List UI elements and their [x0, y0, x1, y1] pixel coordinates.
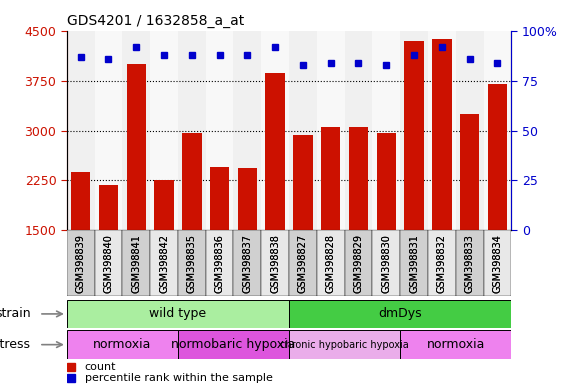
Text: GSM398840: GSM398840	[103, 233, 113, 293]
Bar	[487, 84, 507, 230]
Text: percentile rank within the sample: percentile rank within the sample	[85, 373, 272, 383]
Bar	[289, 230, 317, 296]
Bar	[155, 180, 174, 230]
Bar	[456, 31, 483, 230]
Text: GSM398828: GSM398828	[326, 233, 336, 293]
Bar	[345, 31, 372, 230]
Bar	[99, 185, 118, 230]
Text: GSM398839: GSM398839	[76, 233, 86, 293]
Bar	[178, 31, 206, 230]
Text: GSM398835: GSM398835	[187, 233, 197, 293]
Text: dmDys: dmDys	[378, 308, 422, 320]
Bar	[372, 230, 400, 296]
Bar	[289, 31, 317, 230]
Text: GSM398842: GSM398842	[159, 233, 169, 293]
Bar	[150, 230, 178, 296]
Bar	[234, 230, 261, 296]
Bar	[483, 230, 511, 296]
Bar	[428, 31, 456, 230]
Text: GSM398840: GSM398840	[103, 233, 113, 293]
Bar	[404, 41, 424, 230]
Text: GSM398829: GSM398829	[353, 233, 364, 293]
Text: chronic hypobaric hypoxia: chronic hypobaric hypoxia	[280, 339, 409, 350]
Text: strain: strain	[0, 308, 31, 320]
Text: GSM398831: GSM398831	[409, 233, 419, 293]
Bar	[123, 31, 150, 230]
Text: GSM398837: GSM398837	[242, 233, 252, 293]
Text: GSM398836: GSM398836	[214, 233, 225, 293]
Text: GSM398832: GSM398832	[437, 233, 447, 293]
Bar	[345, 230, 372, 296]
Text: count: count	[85, 362, 116, 372]
Bar	[123, 230, 150, 296]
Bar	[266, 73, 285, 230]
Text: GDS4201 / 1632858_a_at: GDS4201 / 1632858_a_at	[67, 14, 244, 28]
Bar	[206, 31, 234, 230]
Text: GSM398832: GSM398832	[437, 233, 447, 293]
Bar	[210, 167, 229, 230]
Text: GSM398838: GSM398838	[270, 233, 280, 293]
Bar	[234, 31, 261, 230]
Bar	[456, 230, 483, 296]
Text: GSM398829: GSM398829	[353, 233, 364, 293]
Bar	[372, 31, 400, 230]
Bar	[289, 330, 400, 359]
Bar	[261, 31, 289, 230]
Bar	[400, 230, 428, 296]
Text: GSM398839: GSM398839	[76, 233, 86, 293]
Text: wild type: wild type	[149, 308, 206, 320]
Bar	[238, 169, 257, 230]
Bar	[432, 39, 451, 230]
Text: GSM398828: GSM398828	[326, 233, 336, 293]
Text: GSM398838: GSM398838	[270, 233, 280, 293]
Text: stress: stress	[0, 338, 31, 351]
Text: GSM398835: GSM398835	[187, 233, 197, 293]
Bar	[349, 127, 368, 230]
Bar	[293, 134, 313, 230]
Bar	[71, 172, 91, 230]
Bar	[400, 31, 428, 230]
Bar	[67, 300, 289, 328]
Text: normoxia: normoxia	[426, 338, 485, 351]
Text: GSM398834: GSM398834	[492, 233, 503, 293]
Bar	[127, 64, 146, 230]
Bar	[150, 31, 178, 230]
Bar	[289, 300, 511, 328]
Bar	[400, 330, 511, 359]
Bar	[67, 230, 95, 296]
Text: GSM398827: GSM398827	[298, 233, 308, 293]
Text: normoxia: normoxia	[93, 338, 152, 351]
Bar	[376, 133, 396, 230]
Bar	[182, 133, 202, 230]
Text: GSM398836: GSM398836	[214, 233, 225, 293]
Bar	[317, 230, 345, 296]
Text: GSM398831: GSM398831	[409, 233, 419, 293]
Text: normobaric hypoxia: normobaric hypoxia	[171, 338, 296, 351]
Bar	[178, 330, 289, 359]
Bar	[321, 127, 340, 230]
Bar	[95, 230, 123, 296]
Text: GSM398833: GSM398833	[465, 233, 475, 293]
Bar	[317, 31, 345, 230]
Text: GSM398827: GSM398827	[298, 233, 308, 293]
Bar	[428, 230, 456, 296]
Text: GSM398834: GSM398834	[492, 233, 503, 293]
Bar	[95, 31, 123, 230]
Text: GSM398830: GSM398830	[381, 233, 391, 293]
Text: GSM398841: GSM398841	[131, 233, 141, 293]
Bar	[206, 230, 234, 296]
Bar	[460, 114, 479, 230]
Text: GSM398842: GSM398842	[159, 233, 169, 293]
Bar	[178, 230, 206, 296]
Bar	[483, 31, 511, 230]
Bar	[67, 31, 95, 230]
Text: GSM398833: GSM398833	[465, 233, 475, 293]
Text: GSM398830: GSM398830	[381, 233, 391, 293]
Bar	[261, 230, 289, 296]
Text: GSM398837: GSM398837	[242, 233, 252, 293]
Bar	[67, 330, 178, 359]
Text: GSM398841: GSM398841	[131, 233, 141, 293]
